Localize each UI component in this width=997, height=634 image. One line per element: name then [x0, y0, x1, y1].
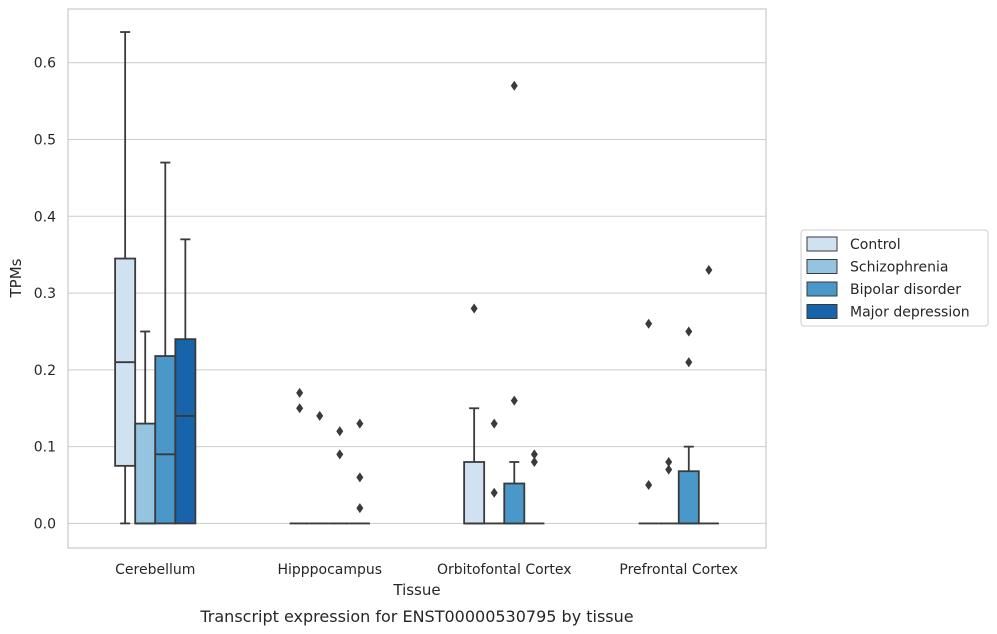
box-group	[289, 387, 310, 525]
box-body	[134, 422, 157, 525]
y-tick-label: 0.1	[34, 440, 56, 456]
boxplots	[114, 31, 719, 525]
box-group	[503, 80, 526, 525]
box-group	[114, 31, 137, 525]
legend: Control Schizophrenia Bipolar disorder Majo…	[800, 229, 989, 327]
outlier-point	[490, 418, 498, 429]
outlier-point	[356, 472, 364, 483]
y-tick-label: 0.2	[34, 363, 56, 379]
legend-label: Schizophrenia	[850, 260, 948, 276]
box-group	[174, 238, 197, 525]
y-tick-label: 0.4	[34, 209, 56, 225]
box-group	[698, 265, 719, 525]
box-group	[463, 303, 486, 525]
outlier-point	[356, 503, 364, 514]
legend-frame	[800, 229, 989, 327]
box-group	[524, 449, 545, 525]
legend-swatch	[806, 304, 838, 319]
outlier-point	[645, 318, 653, 329]
box-group	[309, 410, 330, 525]
outlier-point	[530, 449, 538, 460]
box-group	[134, 330, 157, 525]
outlier-point	[470, 303, 478, 314]
legend-swatch	[806, 236, 838, 252]
y-tick-label: 0.6	[34, 56, 56, 72]
box-group	[638, 318, 659, 525]
outlier-point	[510, 80, 518, 91]
box-body	[154, 355, 177, 525]
legend-label: Bipolar disorder	[850, 282, 961, 298]
outlier-point	[665, 464, 673, 475]
x-axis-title: Tissue	[392, 581, 440, 599]
x-tick-label: Orbitofontal Cortex	[437, 562, 572, 578]
box-body	[463, 461, 486, 525]
y-axis-title: TPMs	[7, 258, 25, 298]
outlier-point	[510, 395, 518, 406]
legend-label: Major depression	[850, 305, 970, 321]
outlier-point	[336, 449, 344, 460]
outlier-point	[705, 265, 713, 276]
outlier-point	[685, 357, 693, 368]
legend-swatch	[806, 281, 838, 297]
chart-caption: Transcript expression for ENST0000053079…	[199, 607, 633, 626]
outlier-point	[645, 480, 653, 491]
y-tick-label: 0.3	[34, 286, 56, 302]
x-tick-label: Hipppocampus	[277, 562, 382, 578]
outlier-point	[685, 326, 693, 337]
legend-swatch	[806, 259, 838, 274]
y-tick-label: 0.5	[34, 133, 56, 149]
outlier-point	[490, 487, 498, 498]
box-group	[349, 418, 370, 525]
x-tick-labels: Cerebellum Hipppocampus Orbitofontal Corte…	[115, 562, 738, 578]
outlier-point	[665, 457, 673, 468]
box-group	[677, 326, 700, 525]
y-tick-labels: 0.0 0.1 0.2 0.3 0.4 0.5 0.6	[34, 56, 56, 533]
legend-label: Control	[850, 237, 901, 253]
y-tick-label: 0.0	[34, 516, 56, 532]
outlier-point	[356, 418, 364, 429]
outlier-point	[296, 403, 304, 414]
box-group	[154, 161, 177, 525]
x-tick-label: Cerebellum	[115, 562, 195, 578]
outlier-point	[336, 426, 344, 437]
box-group	[658, 457, 679, 525]
box-body	[677, 470, 700, 525]
outlier-point	[530, 457, 538, 468]
plot-frame	[67, 8, 767, 549]
outlier-point	[296, 387, 304, 398]
box-body	[174, 338, 197, 525]
outlier-point	[316, 410, 324, 421]
box-group	[329, 426, 350, 525]
box-group	[484, 418, 505, 525]
box-body	[503, 482, 526, 525]
x-tick-label: Prefrontal Cortex	[619, 562, 738, 578]
